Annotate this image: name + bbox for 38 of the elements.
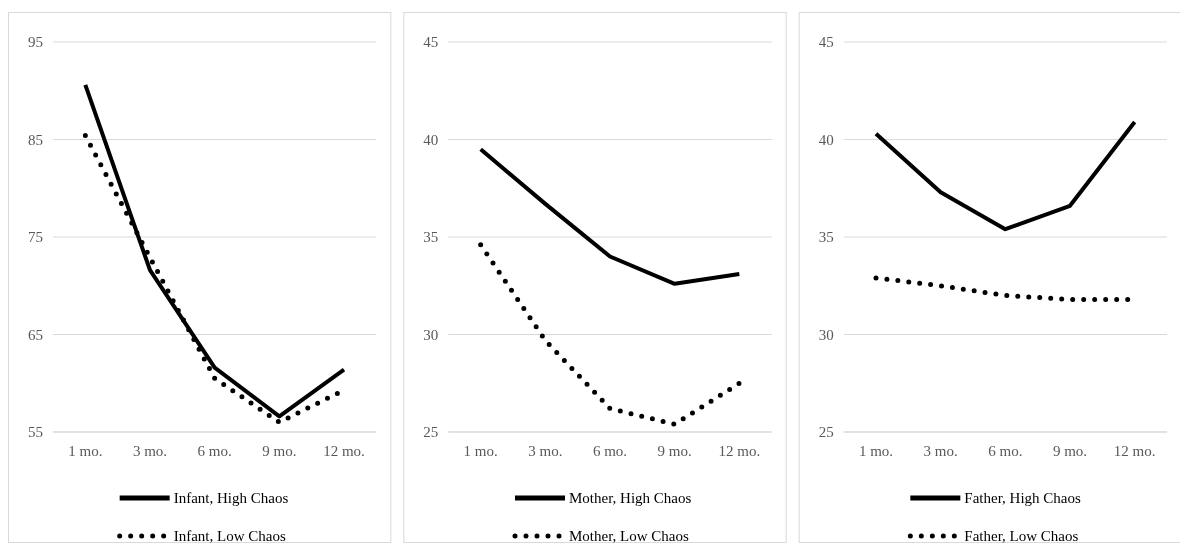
legend-label: Infant, High Chaos [173,490,289,507]
y-tick-label: 75 [28,229,43,246]
x-tick-label: 1 mo. [858,443,894,459]
y-tick-label: 25 [423,424,439,441]
y-tick-label: 65 [28,326,43,343]
x-tick-label: 9 mo. [657,443,692,459]
legend-label: Infant, Low Chaos [173,528,286,545]
x-tick-label: 9 mo. [262,443,297,459]
y-tick-label: 35 [423,229,439,246]
y-tick-label: 25 [818,424,834,441]
legend-label: Mother, High Chaos [569,490,692,507]
y-tick-label: 30 [423,326,439,343]
legend-label: Father, High Chaos [964,490,1081,507]
legend-label: Mother, Low Chaos [569,528,689,545]
x-tick-label: 6 mo. [197,443,232,459]
x-tick-label: 3 mo. [923,443,958,459]
y-tick-label: 95 [28,34,43,51]
x-tick-label: 12 mo. [323,443,365,459]
x-tick-label: 9 mo. [1052,443,1088,459]
x-tick-label: 1 mo. [463,443,498,459]
x-tick-label: 12 mo. [1113,443,1156,459]
x-tick-label: 3 mo. [132,443,168,459]
y-tick-label: 85 [28,131,43,148]
y-tick-label: 45 [818,34,834,51]
x-tick-label: 12 mo. [718,443,761,459]
y-tick-label: 35 [818,229,834,246]
x-tick-label: 1 mo. [68,443,103,459]
y-tick-label: 55 [28,424,43,441]
line-series [478,147,742,286]
y-tick-label: 40 [818,131,834,148]
x-tick-label: 6 mo. [592,443,628,459]
x-tick-label: 6 mo. [988,443,1023,459]
y-tick-label: 30 [818,326,834,343]
y-tick-label: 40 [423,131,439,148]
y-tick-label: 45 [423,34,439,51]
line-series [874,119,1137,232]
legend-label: Father, Low Chaos [964,528,1079,545]
x-tick-label: 3 mo. [528,443,563,459]
